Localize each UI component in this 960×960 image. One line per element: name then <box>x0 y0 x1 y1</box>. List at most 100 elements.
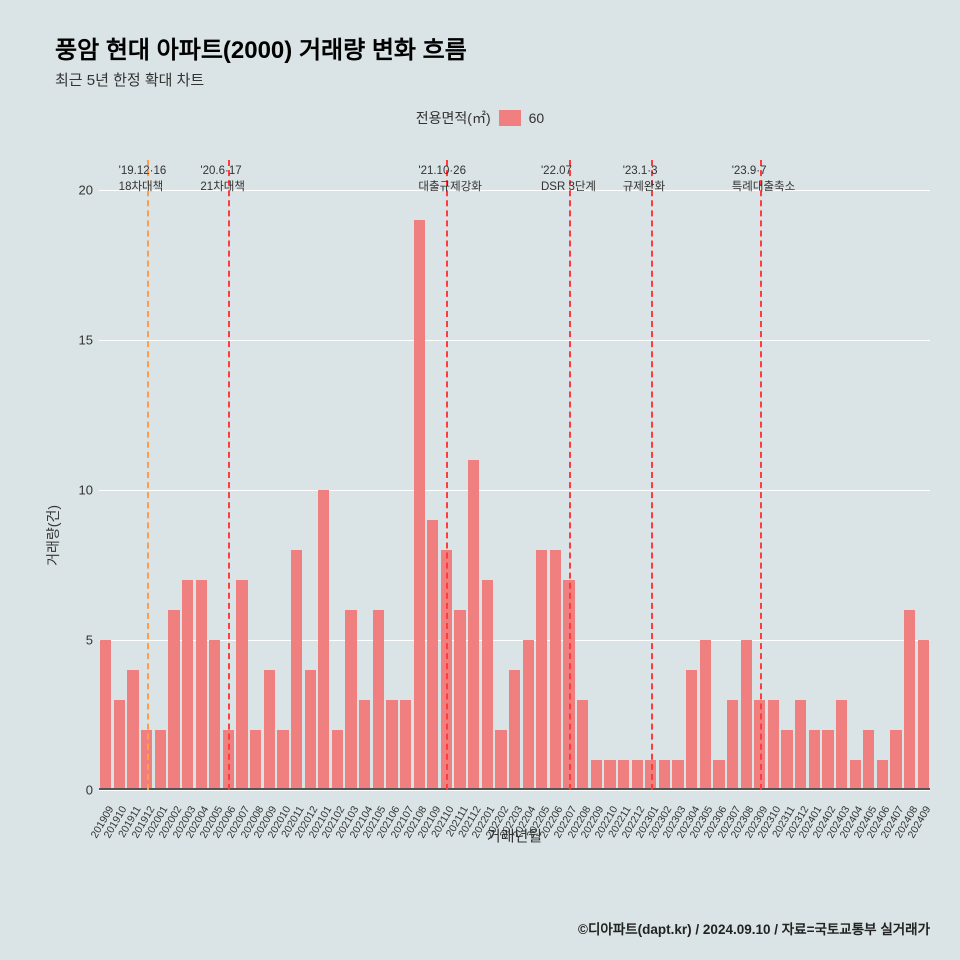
bar-slot <box>699 160 713 790</box>
bar <box>604 760 615 790</box>
bar <box>386 700 397 790</box>
y-tick-label: 10 <box>61 483 93 498</box>
bar-slot <box>263 160 277 790</box>
y-tick-label: 15 <box>61 333 93 348</box>
policy-line <box>651 160 653 790</box>
bar <box>850 760 861 790</box>
legend-swatch <box>499 110 521 126</box>
bar-slot <box>603 160 617 790</box>
bar <box>713 760 724 790</box>
bar-slot <box>276 160 290 790</box>
y-axis-label: 거래량(건) <box>43 505 63 566</box>
bar-slot <box>303 160 317 790</box>
bar <box>427 520 438 790</box>
policy-line <box>569 160 571 790</box>
policy-line <box>147 160 149 790</box>
bar-slot <box>590 160 604 790</box>
y-tick-label: 20 <box>61 183 93 198</box>
x-axis-baseline <box>99 788 930 790</box>
bar-slot <box>780 160 794 790</box>
bar <box>114 700 125 790</box>
page-title: 풍암 현대 아파트(2000) 거래량 변화 흐름 <box>55 30 960 65</box>
policy-annotation: '19.12·1618차대책 <box>119 164 167 195</box>
bar <box>741 640 752 790</box>
bar-slot <box>113 160 127 790</box>
bar-slot <box>617 160 631 790</box>
bar-slot <box>671 160 685 790</box>
bar-slot <box>385 160 399 790</box>
bar-slot <box>726 160 740 790</box>
bar <box>686 670 697 790</box>
bar-slot <box>549 160 563 790</box>
bar <box>509 670 520 790</box>
bar <box>523 640 534 790</box>
bar <box>264 670 275 790</box>
bar-slot <box>372 160 386 790</box>
bar <box>795 700 806 790</box>
bar-slot <box>344 160 358 790</box>
policy-annotation: '22.07DSR 3단계 <box>541 164 596 195</box>
bar-slot <box>412 160 426 790</box>
bar-slot <box>99 160 113 790</box>
bar-slot <box>317 160 331 790</box>
bar <box>727 700 738 790</box>
gridline <box>99 790 930 791</box>
bar-slot <box>249 160 263 790</box>
bar-slot <box>167 160 181 790</box>
bar-slot <box>903 160 917 790</box>
x-axis-label: 거래년월 <box>99 825 930 846</box>
legend-label: 전용면적(㎡) <box>416 108 491 128</box>
bar-slot <box>126 160 140 790</box>
bar-slot <box>290 160 304 790</box>
bar-slot <box>535 160 549 790</box>
bar-slot <box>630 160 644 790</box>
bar-slot <box>685 160 699 790</box>
bar-slot <box>358 160 372 790</box>
policy-annotation: '21.10·26대출규제강화 <box>418 164 481 195</box>
bar-slot <box>739 160 753 790</box>
bar-slot <box>876 160 890 790</box>
bar-slot <box>467 160 481 790</box>
bar-slot <box>208 160 222 790</box>
bar-slot <box>889 160 903 790</box>
bar-slot <box>794 160 808 790</box>
bar <box>482 580 493 790</box>
bar <box>632 760 643 790</box>
bar <box>809 730 820 790</box>
bar-slot <box>481 160 495 790</box>
bar <box>822 730 833 790</box>
y-tick-label: 5 <box>61 633 93 648</box>
bar <box>468 460 479 790</box>
policy-annotation: '23.1·3규제완화 <box>623 164 665 195</box>
bar <box>781 730 792 790</box>
bar-slot <box>658 160 672 790</box>
bar <box>250 730 261 790</box>
bar <box>536 550 547 790</box>
bar <box>182 580 193 790</box>
bar-slot <box>521 160 535 790</box>
plot-area: 05101520 '19.12·1618차대책'20.6·1721차대책'21.… <box>99 160 930 790</box>
bar-slot <box>181 160 195 790</box>
bar <box>400 700 411 790</box>
bar <box>918 640 929 790</box>
bar <box>890 730 901 790</box>
bar-slot <box>767 160 781 790</box>
bar <box>577 700 588 790</box>
bar <box>345 610 356 790</box>
bar-slot <box>194 160 208 790</box>
bar <box>659 760 670 790</box>
bar-slot <box>508 160 522 790</box>
bar <box>877 760 888 790</box>
footer-credit: ©디아파트(dapt.kr) / 2024.09.10 / 자료=국토교통부 실… <box>578 918 930 938</box>
bar <box>332 730 343 790</box>
bar-slot <box>494 160 508 790</box>
bar-slot <box>917 160 931 790</box>
bar-slot <box>712 160 726 790</box>
bar-slot <box>426 160 440 790</box>
bar <box>373 610 384 790</box>
bar <box>155 730 166 790</box>
bar <box>454 610 465 790</box>
policy-annotation: '23.9·7특례대출축소 <box>732 164 795 195</box>
bar-slot <box>835 160 849 790</box>
policy-line <box>760 160 762 790</box>
